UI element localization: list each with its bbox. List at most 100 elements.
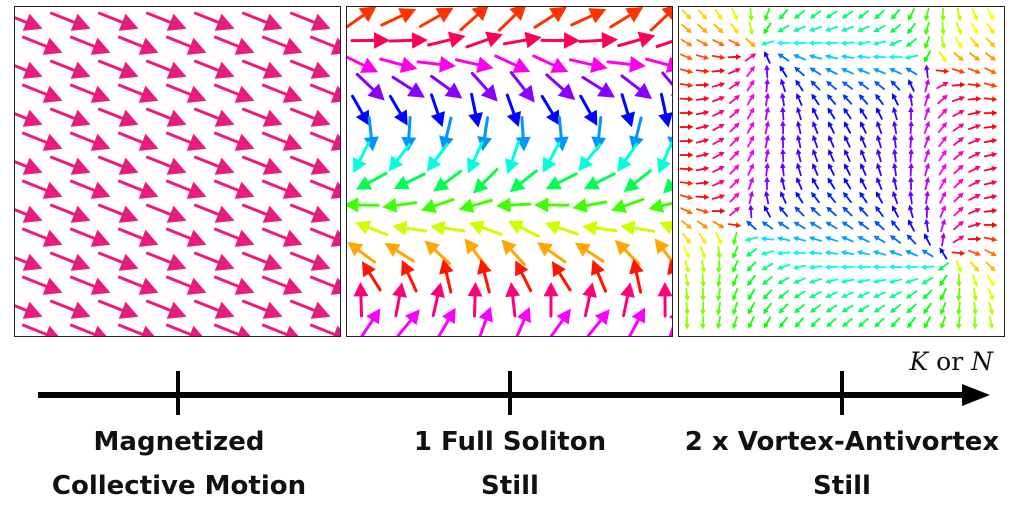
axis-or: or xyxy=(936,347,964,376)
field-arrow xyxy=(213,131,255,151)
field-arrow xyxy=(700,273,706,288)
field-arrow xyxy=(764,106,771,121)
field-arrow xyxy=(972,301,978,316)
field-arrow xyxy=(289,11,331,31)
field-arrow xyxy=(747,288,756,301)
field-arrow xyxy=(15,109,43,127)
field-arrow xyxy=(711,208,726,214)
field-arrow xyxy=(712,179,725,187)
field-arrow xyxy=(920,264,935,270)
field-arrow xyxy=(825,80,837,91)
field-arrow xyxy=(309,83,340,103)
field-arrow xyxy=(841,10,854,19)
field-arrow xyxy=(792,235,807,242)
field-arrow xyxy=(261,275,303,295)
field-arrow xyxy=(809,221,822,230)
field-arrow xyxy=(938,163,947,176)
field-arrow xyxy=(388,143,412,172)
field-arrow xyxy=(469,220,503,236)
field-arrow xyxy=(940,7,946,22)
axis-var-n: N xyxy=(971,347,993,376)
field-arrow xyxy=(458,198,493,213)
field-arrow xyxy=(764,162,770,177)
field-arrow xyxy=(857,304,870,313)
field-arrow xyxy=(658,92,672,128)
field-arrow xyxy=(792,250,807,256)
field-arrow xyxy=(856,249,871,256)
field-arrow xyxy=(117,131,159,151)
field-arrow xyxy=(923,134,931,148)
field-arrow xyxy=(712,165,725,173)
field-arrow xyxy=(872,40,887,47)
field-arrow xyxy=(712,39,725,47)
field-arrow xyxy=(350,32,390,49)
field-arrow xyxy=(356,171,388,190)
field-arrow xyxy=(716,245,722,260)
field-arrow xyxy=(515,306,531,336)
field-arrow xyxy=(825,10,838,19)
field-arrow xyxy=(730,22,739,35)
field-arrow xyxy=(956,7,963,22)
field-arrow xyxy=(779,316,788,329)
field-arrow xyxy=(145,11,187,31)
field-arrow xyxy=(872,54,887,60)
field-arrow xyxy=(795,120,802,135)
field-arrow xyxy=(620,282,635,318)
uniform-arrow-field xyxy=(15,11,340,336)
field-arrow xyxy=(695,137,710,144)
field-arrow xyxy=(97,107,139,127)
field-arrow xyxy=(873,304,886,313)
field-arrow xyxy=(570,8,607,27)
field-arrow xyxy=(983,82,998,89)
field-arrow xyxy=(213,275,255,295)
field-arrow xyxy=(430,220,466,236)
caption-line2: Still xyxy=(813,471,871,501)
axis-arrowhead xyxy=(962,384,990,406)
field-arrow xyxy=(716,259,722,274)
field-arrow xyxy=(827,121,835,134)
field-arrow xyxy=(824,40,839,46)
field-arrow xyxy=(379,56,418,73)
soliton-arrow-field xyxy=(347,7,672,336)
field-arrow xyxy=(955,260,963,274)
field-arrow xyxy=(117,35,159,55)
field-arrow xyxy=(969,37,980,48)
field-arrow xyxy=(809,304,822,313)
field-arrow xyxy=(21,275,63,295)
field-arrow xyxy=(681,9,692,20)
field-arrow xyxy=(967,82,982,88)
field-arrow xyxy=(983,110,998,116)
caption-line1: 2 x Vortex-Antivortex xyxy=(684,427,1000,457)
field-arrow xyxy=(938,149,947,162)
field-arrow xyxy=(165,323,203,336)
field-arrow xyxy=(712,220,725,229)
field-arrow xyxy=(793,221,806,230)
field-arrow xyxy=(679,124,694,130)
field-arrow xyxy=(729,192,740,203)
field-arrow xyxy=(712,109,725,117)
field-arrow xyxy=(501,239,527,266)
field-arrow xyxy=(826,317,837,328)
field-arrow xyxy=(936,81,949,90)
field-arrow xyxy=(951,95,966,103)
field-arrow xyxy=(888,39,902,47)
field-arrow xyxy=(924,176,931,191)
field-arrow xyxy=(875,120,883,135)
field-arrow xyxy=(289,299,331,319)
field-arrow xyxy=(921,249,934,258)
field-arrow xyxy=(953,178,964,189)
field-arrow xyxy=(905,290,918,299)
field-arrow xyxy=(857,25,870,33)
caption-collective: Magnetized Collective Motion xyxy=(0,420,359,508)
field-arrow xyxy=(891,106,898,121)
field-arrow xyxy=(69,179,111,199)
field-arrow xyxy=(983,193,998,200)
field-arrow xyxy=(968,52,981,61)
field-arrow xyxy=(968,151,981,159)
field-arrow xyxy=(727,222,742,228)
field-arrow xyxy=(840,264,855,270)
field-arrow xyxy=(579,94,598,126)
field-arrow xyxy=(872,249,887,256)
field-arrow xyxy=(780,120,786,135)
field-arrow xyxy=(424,240,452,266)
